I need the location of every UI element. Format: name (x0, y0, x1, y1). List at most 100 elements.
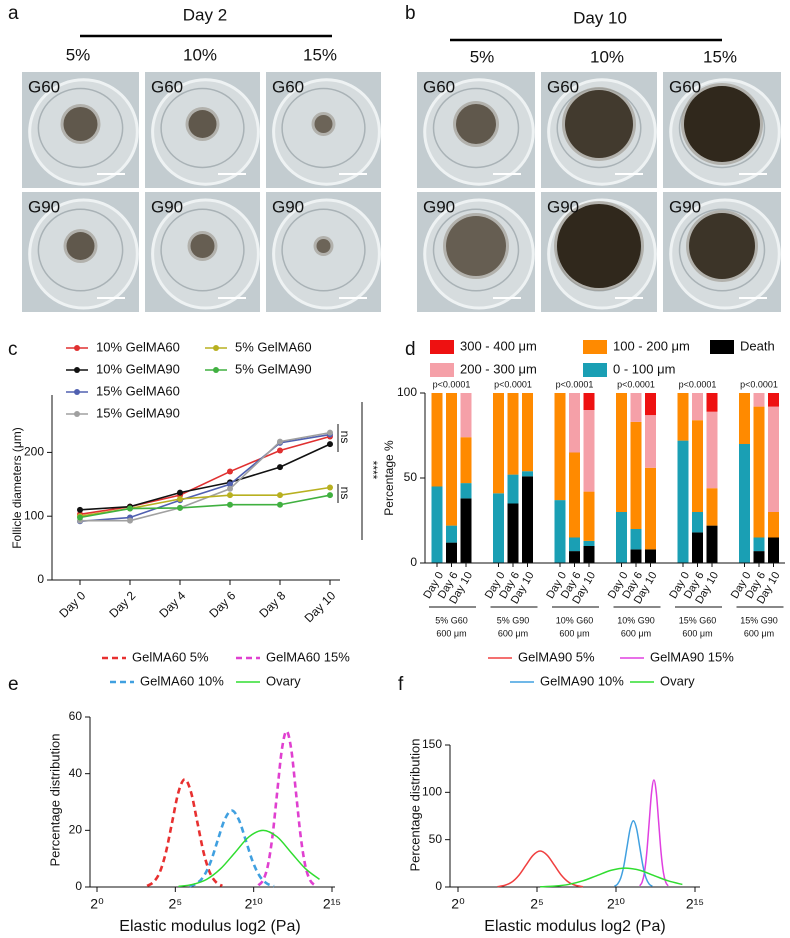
data-point (227, 492, 233, 499)
data-point (77, 514, 83, 521)
bar-segment (493, 393, 504, 494)
micrograph-label: G60 (272, 77, 304, 96)
x-tick-label: Day 8 (256, 588, 288, 620)
x-tick-label: 2⁵ (530, 896, 544, 912)
x-tick-label: 2¹⁵ (686, 896, 704, 912)
distribution-curve (188, 809, 275, 888)
series-line (80, 431, 331, 522)
micrograph: G60 (22, 72, 139, 188)
y-tick-label: 0 (410, 555, 417, 569)
y-tick-label: 60 (69, 709, 83, 723)
bar-segment (692, 393, 703, 421)
y-tick-label: 100 (397, 385, 417, 399)
x-tick-label: 2⁰ (451, 896, 465, 912)
micrograph-label: G60 (669, 77, 701, 96)
data-point (327, 429, 333, 436)
group-label: 10% G60 (556, 615, 594, 625)
series-line (79, 433, 331, 523)
data-point (277, 447, 283, 454)
bar-segment (692, 420, 703, 512)
hydrogel-ring (160, 208, 245, 292)
bar-segment (630, 549, 642, 563)
data-point (227, 485, 233, 492)
bar-segment (706, 393, 718, 412)
y-axis-label: Follicle diameters (μm) (10, 427, 24, 549)
bar-segment (446, 542, 457, 563)
micrograph: G60 (417, 72, 535, 188)
bar-segment (583, 546, 595, 563)
micrograph: G90 (663, 192, 781, 312)
legend-label: 15% GelMA90 (96, 405, 180, 420)
group-label: 15% G90 (740, 615, 778, 625)
panel-label: e (8, 674, 19, 695)
bar-segment (753, 551, 765, 563)
bar-segment (677, 393, 689, 441)
column-header: 15% (303, 45, 337, 64)
legend-label: 300 - 400 μm (460, 338, 537, 353)
bar-segment (645, 549, 656, 563)
micrograph: G60 (541, 72, 657, 188)
legend-marker (74, 345, 80, 351)
group-label: 5% G90 (497, 615, 530, 625)
data-point (227, 481, 233, 488)
data-point (127, 517, 133, 524)
bar-segment (645, 415, 656, 468)
bar-segment (460, 483, 472, 499)
micrograph: G90 (145, 192, 260, 312)
distribution-curve (497, 850, 583, 888)
bar-segment (446, 393, 457, 526)
follicle (456, 104, 496, 144)
follicle (190, 234, 215, 258)
data-point (327, 492, 333, 499)
bar-segment (522, 393, 533, 472)
hydrogel-ring (432, 87, 520, 169)
bar-segment (753, 393, 765, 407)
series-line (79, 443, 331, 511)
column-header: 5% (66, 45, 91, 64)
micrograph-label: G90 (28, 197, 60, 216)
micrograph: G60 (145, 72, 260, 188)
x-tick-label: Day 6 (206, 588, 238, 620)
legend-marker (74, 367, 80, 373)
follicle (63, 107, 98, 141)
hydrogel-ring (281, 87, 366, 169)
follicle (316, 239, 331, 253)
micrograph-label: G90 (423, 197, 455, 216)
data-point (177, 489, 183, 496)
legend-label: 0 - 100 μm (613, 361, 675, 376)
legend-label: 10% GelMA90 (96, 361, 180, 376)
bar-segment (522, 471, 533, 477)
follicle (684, 86, 760, 162)
p-value: p<0.0001 (433, 379, 471, 389)
follicle (557, 204, 641, 288)
distribution-curve (257, 729, 316, 887)
bar-segment (446, 525, 457, 543)
group-label: 600 μm (744, 628, 774, 638)
x-tick-label: Day 4 (156, 588, 188, 620)
distribution-curve (613, 819, 653, 887)
bar-segment (706, 525, 718, 563)
bar-segment (583, 393, 595, 410)
legend-marker (74, 389, 80, 395)
hydrogel-ring (37, 208, 124, 292)
bar-segment (768, 537, 779, 563)
micrograph-label: G90 (272, 197, 304, 216)
legend-swatch (430, 363, 454, 377)
y-tick-label: 100 (24, 508, 44, 522)
bar-segment (753, 537, 765, 552)
y-tick-label: 20 (69, 823, 83, 837)
y-axis-label: Percentage % (382, 440, 396, 516)
bar-segment (569, 551, 580, 563)
annotation: ns (338, 487, 352, 500)
micrograph: G90 (22, 192, 139, 312)
y-tick-label: 50 (429, 832, 443, 846)
hydrogel-ring (37, 87, 124, 169)
data-point (277, 438, 283, 445)
data-point (77, 506, 83, 513)
legend-label: GelMA90 5% (518, 649, 595, 664)
follicle (188, 110, 217, 138)
hydrogel-ring (432, 208, 520, 292)
bar-segment (583, 410, 595, 492)
x-tick-label: 2¹⁰ (245, 896, 263, 912)
